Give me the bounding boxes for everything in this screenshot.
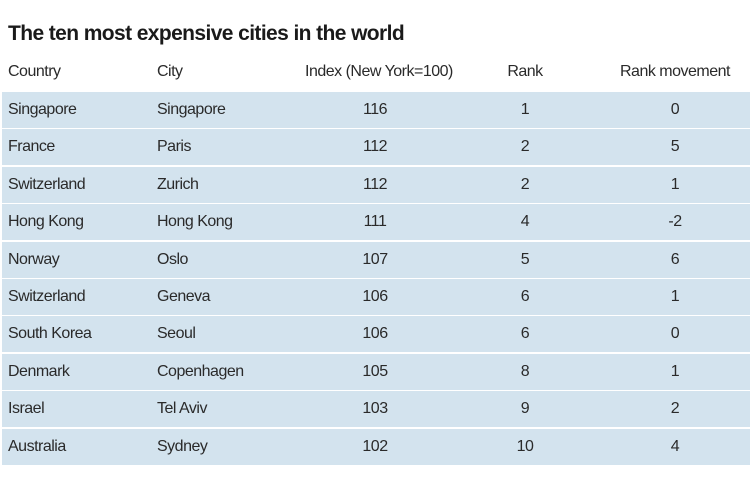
table-row: Hong Kong Hong Kong 111 4 -2 [2,204,750,241]
table-cell: 1 [670,175,680,193]
table-cell: 4 [670,437,680,455]
table-cell: Australia [8,437,66,455]
column-header: Index (New York=100) [305,63,453,80]
table-cell: 103 [362,400,388,418]
table-cell: Tel Aviv [157,400,207,418]
table-cell: South Korea [8,325,92,343]
column-header: Country [8,63,61,80]
column-header: Rank movement [620,63,731,80]
table-cell: 8 [520,362,530,380]
table-cell: Copenhagen [157,362,244,380]
table-row: Australia Sydney 102 10 4 [2,428,750,465]
table-cell: Geneva [157,288,211,305]
table-row: France Paris 112 2 5 [2,129,750,166]
table-cell: 6 [520,288,530,305]
table-cell: Israel [8,400,45,418]
table-cell: 107 [362,250,388,268]
table-cell: Oslo [157,250,188,268]
table-cell: Switzerland [8,288,86,305]
table-cell: 1 [670,288,680,305]
table-row: Denmark Copenhagen 105 8 1 [2,353,750,390]
table-cell: Denmark [8,362,70,380]
table-cell: Seoul [157,325,196,343]
table-cell: 2 [520,175,530,193]
table-cell: Hong Kong [157,213,233,231]
table-row: Israel Tel Aviv 103 9 2 [2,391,750,428]
table-cell: Norway [8,250,60,268]
table-cell: 105 [362,362,388,380]
table-cell: 5 [670,138,680,156]
table-cell: 106 [362,288,388,305]
table-row: Norway Oslo 107 5 6 [2,241,750,278]
table-cell: 102 [362,437,388,455]
table-cell: 2 [670,400,680,418]
table-cell: 112 [362,175,388,193]
table-cell: -2 [668,213,682,231]
title: The ten most expensive cities in the wor… [8,22,405,45]
table-cell: 9 [520,400,530,418]
header-row: Country City Index (New York=100) Rank Rank … [2,54,750,90]
table-cell: France [8,138,55,156]
table-cell: 2 [520,138,530,156]
table-cell: Switzerland [8,175,86,193]
table-cell: 5 [520,250,530,268]
table-cell: 111 [363,213,387,231]
table-cell: Paris [157,138,191,156]
table-row: Switzerland Geneva 106 6 1 [2,279,750,315]
table-cell: 6 [670,250,680,268]
table-cell: 0 [670,101,680,118]
table-cell: 0 [670,325,680,343]
table-cell: 112 [362,138,388,156]
table-row: Singapore Singapore 116 1 0 [2,92,750,128]
table-cell: Singapore [8,101,77,118]
table-cell: Sydney [157,437,208,455]
table-row: Switzerland Zurich 112 2 1 [2,166,750,203]
table-cell: 6 [520,325,530,343]
table-cell: 1 [520,101,530,118]
table-cell: 4 [520,213,530,231]
table-row: South Korea Seoul 106 6 0 [2,316,750,353]
table-cell: Hong Kong [8,213,84,231]
table-cell: Zurich [157,175,199,193]
table-cell: 106 [362,325,388,343]
table-cell: 116 [362,101,388,118]
table-cell: 10 [516,437,534,455]
column-header: Rank [507,63,543,80]
table-cell: 1 [670,362,680,380]
table-cell: Singapore [157,101,226,118]
column-header: City [157,63,183,80]
